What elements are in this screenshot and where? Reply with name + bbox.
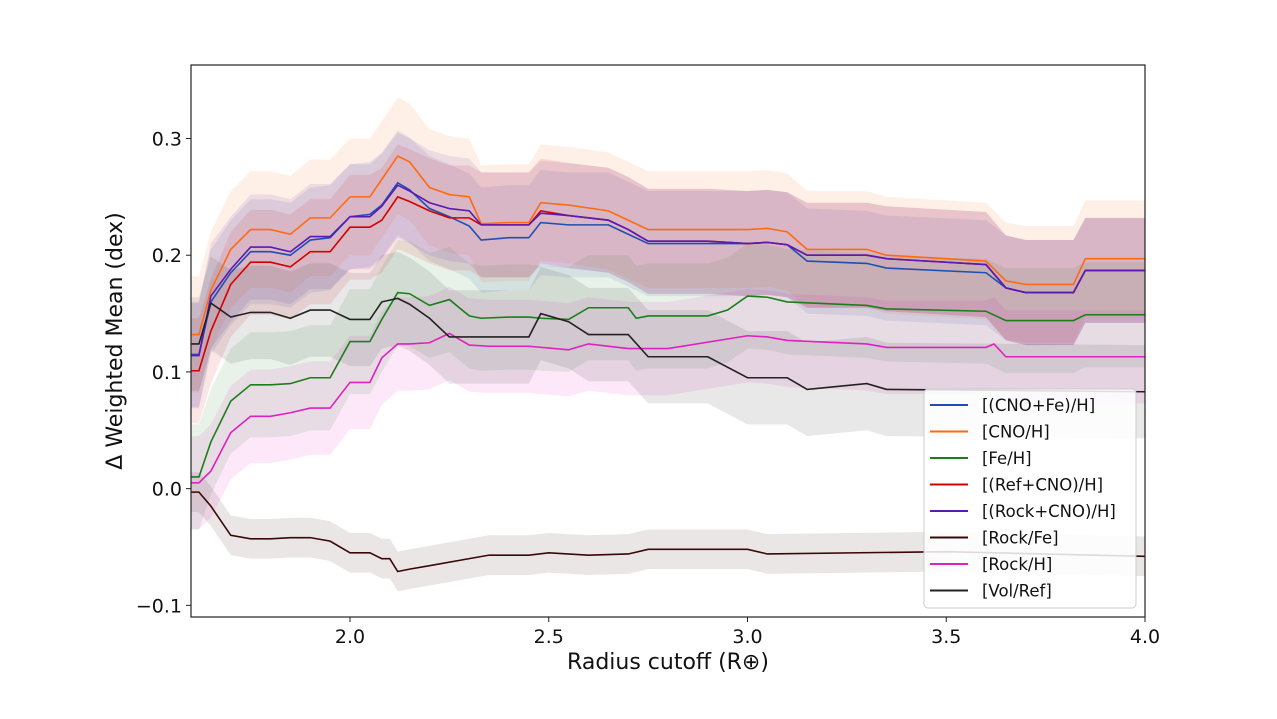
legend-label: [(Ref+CNO)/H]: [982, 476, 1103, 495]
legend-label: [Fe/H]: [982, 449, 1032, 468]
y-tick-label: −0.1: [136, 595, 182, 617]
legend-label: [Rock/H]: [982, 555, 1052, 574]
band-7: [191, 251, 1145, 439]
x-tick-label: 3.0: [732, 626, 762, 648]
x-tick-label: 2.0: [335, 626, 365, 648]
band-3: [191, 144, 1145, 424]
y-axis-label: Δ Weighted Mean (dex): [103, 212, 128, 469]
legend-label: [Rock/Fe]: [982, 529, 1059, 548]
legend-label: [CNO/H]: [982, 423, 1050, 442]
legend: [(CNO+Fe)/H] [CNO/H] [Fe/H] [(Ref+CNO)/H] [(…: [923, 388, 1137, 609]
legend-box: [923, 388, 1137, 609]
band-2: [191, 240, 1145, 530]
legend-label: [(CNO+Fe)/H]: [982, 396, 1095, 415]
series-line-6: [191, 332, 1145, 484]
x-axis: 2.0 2.5 3.0 3.5 4.0: [335, 617, 1160, 648]
plot-frame: [190, 64, 1146, 618]
legend-label: [Vol/Ref]: [982, 582, 1052, 601]
x-tick-label: 2.5: [534, 626, 564, 648]
y-tick-label: 0.1: [152, 362, 182, 384]
x-axis-label: Radius cutoff (R⊕): [567, 650, 769, 675]
y-tick-label: 0.2: [152, 245, 182, 267]
series-line-4: [191, 184, 1145, 357]
series-line-2: [191, 291, 1145, 478]
y-tick-label: 0.3: [152, 129, 182, 151]
legend-label: [(Rock+CNO)/H]: [982, 502, 1116, 521]
x-tick-label: 3.5: [931, 626, 961, 648]
y-tick-label: 0.0: [152, 479, 182, 501]
series-line-1: [191, 155, 1145, 336]
series-line-7: [191, 297, 1146, 393]
band-4: [191, 132, 1145, 409]
series-line-5: [191, 491, 1146, 573]
x-tick-label: 4.0: [1130, 626, 1160, 648]
series-line-0: [191, 181, 1145, 356]
y-axis: −0.1 0.0 0.1 0.2 0.3: [136, 129, 191, 617]
band-5: [191, 472, 1145, 592]
series-lines: [191, 155, 1146, 573]
band-0: [191, 130, 1145, 407]
band-1: [191, 97, 1145, 393]
